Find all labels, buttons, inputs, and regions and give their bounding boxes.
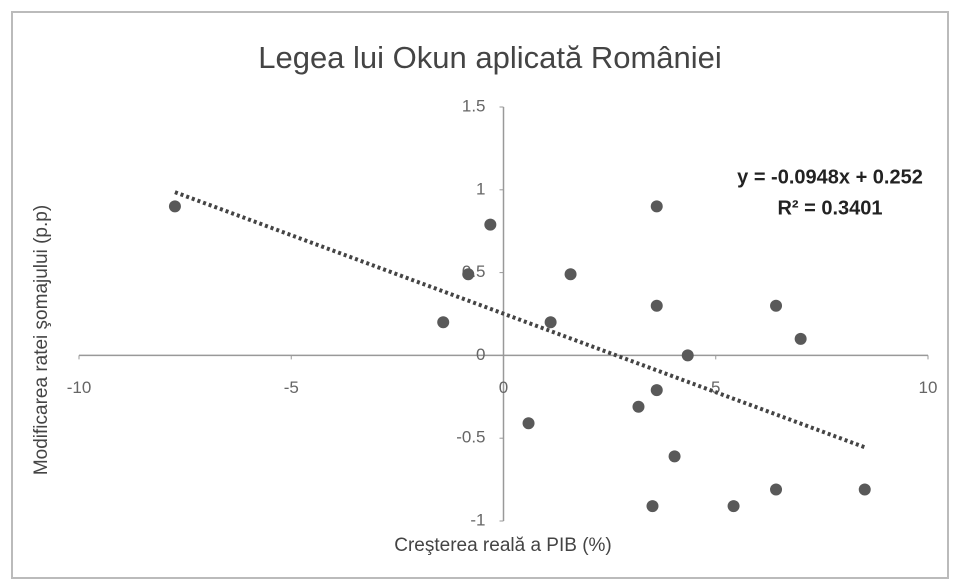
x-tick-label: -5 (284, 378, 299, 397)
point (770, 299, 783, 312)
point (727, 500, 740, 513)
y-tick-label: 1 (476, 179, 485, 198)
y-tick-label: -1 (470, 510, 485, 529)
point (544, 316, 557, 329)
point (484, 218, 497, 231)
point (462, 268, 475, 281)
x-tick-label: -10 (67, 378, 92, 397)
chart-border (11, 11, 949, 579)
point (564, 268, 577, 281)
x-axis-label: Creşterea reală a PIB (%) (394, 535, 612, 556)
trend-r-squared: R² = 0.3401 (777, 197, 882, 219)
point (858, 483, 871, 496)
point (168, 200, 181, 213)
trend-equation: y = -0.0948x + 0.252 (737, 166, 923, 188)
y-axis-label: Modificarea ratei şomajului (p.p) (31, 205, 52, 475)
point (522, 417, 535, 430)
point (668, 450, 681, 463)
y-tick-label: 0 (476, 345, 485, 364)
point (632, 400, 645, 413)
y-tick-label: 1.5 (462, 96, 486, 115)
chart-title: Legea lui Okun aplicată României (258, 40, 722, 75)
y-tick-label: -0.5 (456, 428, 485, 447)
point (437, 316, 450, 329)
point (794, 332, 807, 345)
x-tick-label: 0 (499, 378, 508, 397)
point (646, 500, 659, 513)
point (681, 349, 694, 362)
point (650, 200, 663, 213)
x-tick-label: 10 (919, 378, 938, 397)
point (770, 483, 783, 496)
x-tick-label: 5 (711, 378, 720, 397)
point (650, 384, 663, 397)
point (650, 299, 663, 312)
trendline (174, 190, 866, 450)
